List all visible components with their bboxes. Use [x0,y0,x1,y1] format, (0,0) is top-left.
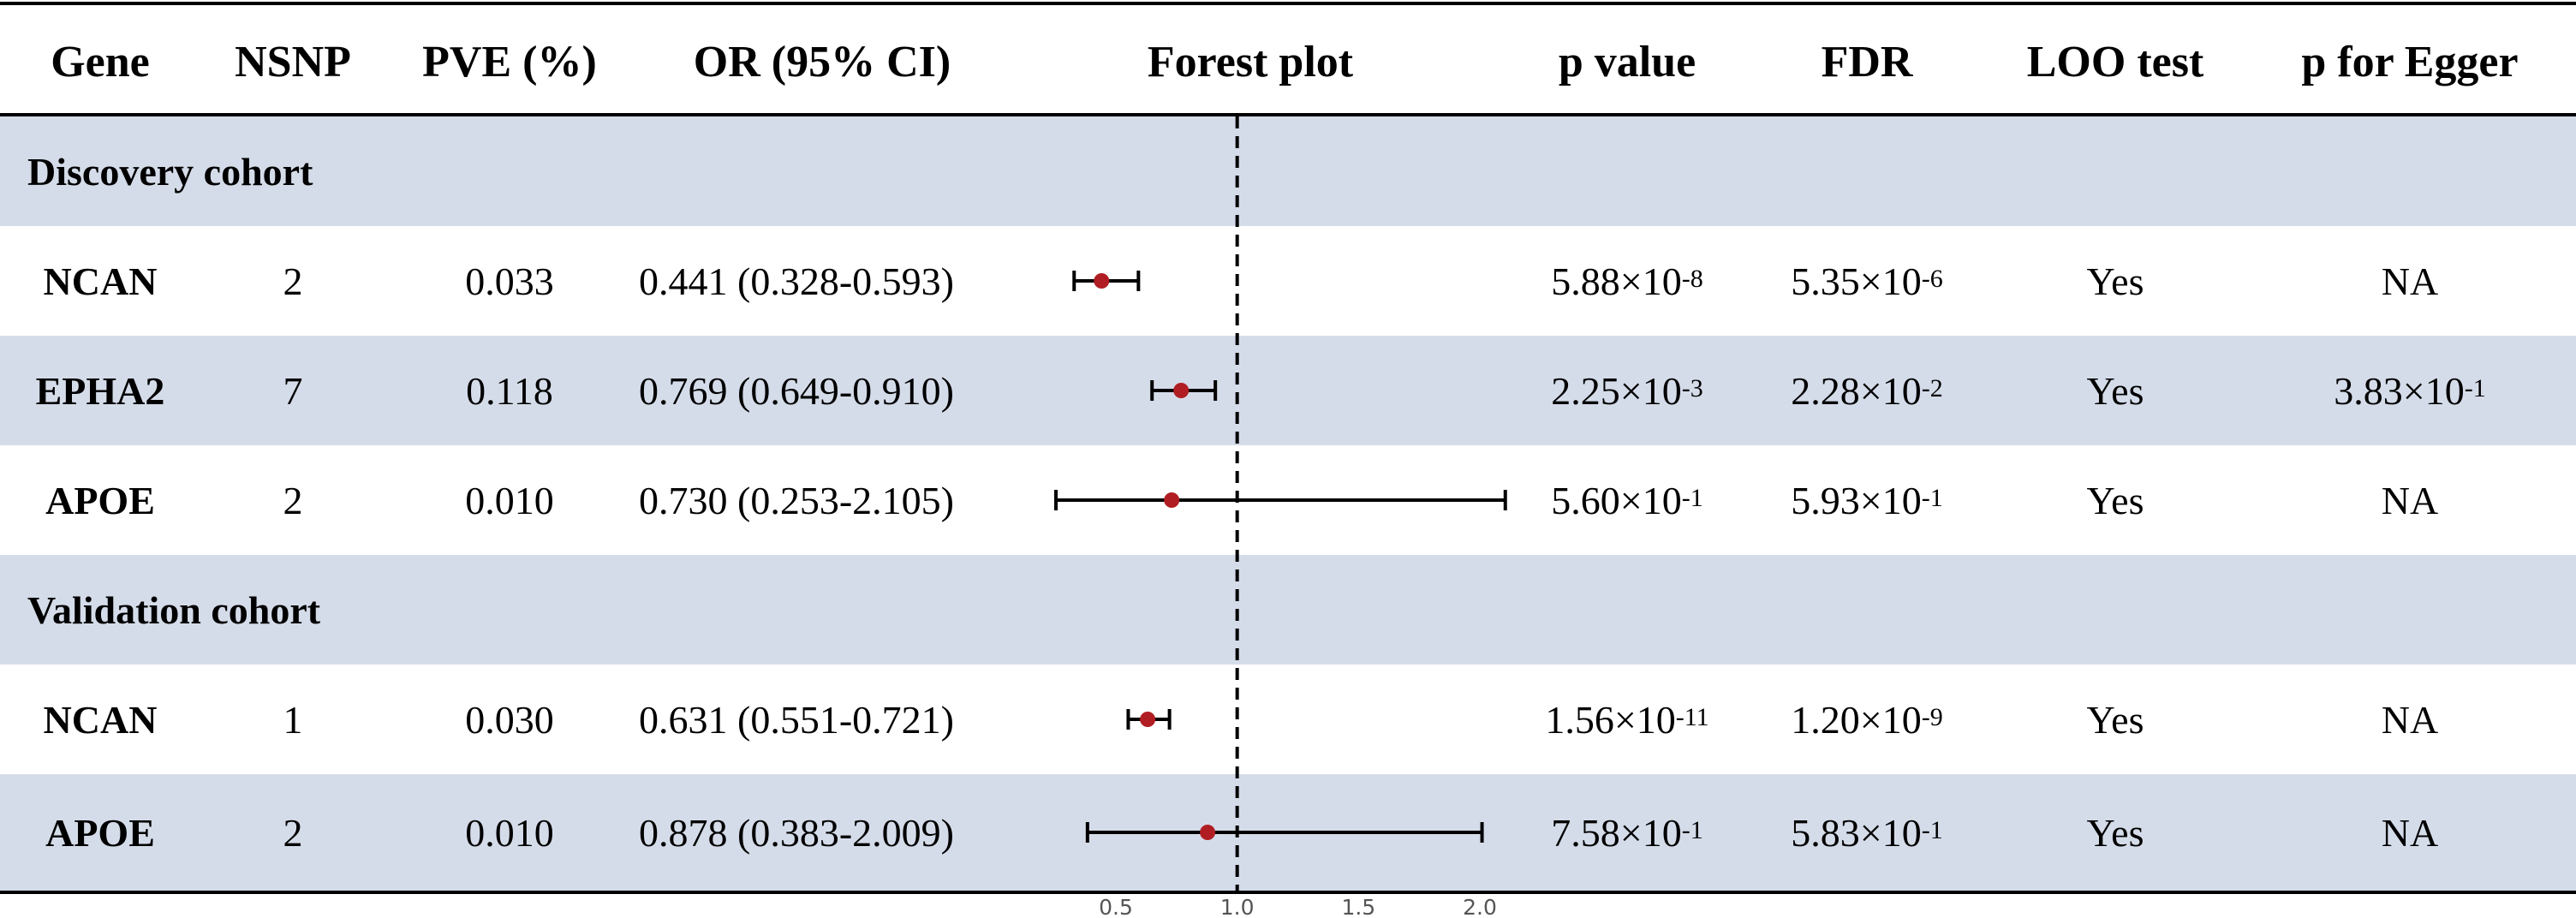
or-point [1200,825,1216,840]
table-row: NCAN 1 0.030 0.631 (0.551-0.721) 1.56×10… [0,665,2576,774]
cohort-label: Discovery cohort [27,149,313,194]
cohort-row-discovery: Discovery cohort [0,116,2576,226]
nsnp-cell: 1 [283,697,303,742]
x-tick-label: 2.0 [1463,895,1497,918]
header-gene: Gene [51,37,150,86]
nsnp-cell: 7 [283,368,303,413]
or-cell: 0.730 (0.253-2.105) [639,478,954,522]
nsnp-cell: 2 [283,259,303,303]
fdr-cell: 5.93×10 -1 [1791,478,1943,522]
egger-cell: NA [2381,697,2439,742]
or-cell: 0.878 (0.383-2.009) [639,810,954,855]
table-row: NCAN 2 0.033 0.441 (0.328-0.593) 5.88×10… [0,226,2576,336]
or-point [1094,273,1110,289]
p-value-cell: 7.58×10 -1 [1551,810,1703,855]
or-point [1164,492,1180,508]
egger-cell: 3.83×10 -1 [2334,368,2486,413]
nsnp-cell: 2 [283,810,303,855]
x-tick-label: 1.0 [1220,895,1255,918]
egger-cell: NA [2381,478,2439,522]
pve-cell: 0.030 [465,697,554,742]
nsnp-cell: 2 [283,478,303,522]
cohort-row-validation: Validation cohort [0,555,2576,665]
egger-cell: NA [2381,810,2439,855]
header-pve: PVE (%) [422,37,597,86]
header-or: OR (95% CI) [693,37,951,86]
gene-cell: APOE [45,478,155,522]
gene-cell: NCAN [43,697,158,742]
fdr-cell: 5.83×10 -1 [1791,810,1943,855]
loo-cell: Yes [2086,259,2144,303]
gene-cell: NCAN [43,259,158,303]
table-row: APOE 2 0.010 0.730 (0.253-2.105) 5.60×10… [0,445,2576,555]
pve-cell: 0.033 [465,259,554,303]
fdr-cell: 2.28×10 -2 [1791,368,1943,413]
p-value-cell: 2.25×10 -3 [1551,368,1703,413]
or-point [1173,383,1190,398]
loo-cell: Yes [2086,478,2144,522]
header-forest-plot: Forest plot [1147,37,1354,86]
header-fdr: FDR [1821,37,1913,86]
header-p-egger: p for Egger [2301,37,2519,86]
loo-cell: Yes [2086,368,2144,413]
top-rule [0,2,2576,5]
p-value-cell: 5.60×10 -1 [1551,478,1703,522]
or-point [1140,712,1156,727]
gene-cell: EPHA2 [35,368,165,413]
or-cell: 0.441 (0.328-0.593) [639,259,954,303]
p-value-cell: 1.56×10 -11 [1545,697,1709,742]
x-tick-label: 1.5 [1341,895,1375,918]
pve-cell: 0.118 [466,368,553,413]
fdr-cell: 1.20×10 -9 [1791,697,1943,742]
header-row: Gene NSNP PVE (%) OR (95% CI) Forest plo… [0,5,2576,113]
loo-cell: Yes [2086,810,2144,855]
or-cell: 0.769 (0.649-0.910) [639,368,954,413]
gene-cell: APOE [45,810,155,855]
loo-cell: Yes [2086,697,2144,742]
p-value-cell: 5.88×10 -8 [1551,259,1703,303]
cohort-label: Validation cohort [27,587,321,632]
egger-cell: NA [2381,259,2439,303]
header-nsnp: NSNP [235,37,351,86]
fdr-cell: 5.35×10 -6 [1791,259,1943,303]
pve-cell: 0.010 [465,810,554,855]
or-cell: 0.631 (0.551-0.721) [639,697,954,742]
pve-cell: 0.010 [465,478,554,522]
header-p-value: p value [1558,37,1696,86]
bottom-rule [0,891,2576,894]
header-loo-test: LOO test [2026,37,2204,86]
x-tick-label: 0.5 [1099,895,1133,918]
table-row: EPHA2 7 0.118 0.769 (0.649-0.910) 2.25×1… [0,336,2576,445]
header-rule [0,113,2576,116]
